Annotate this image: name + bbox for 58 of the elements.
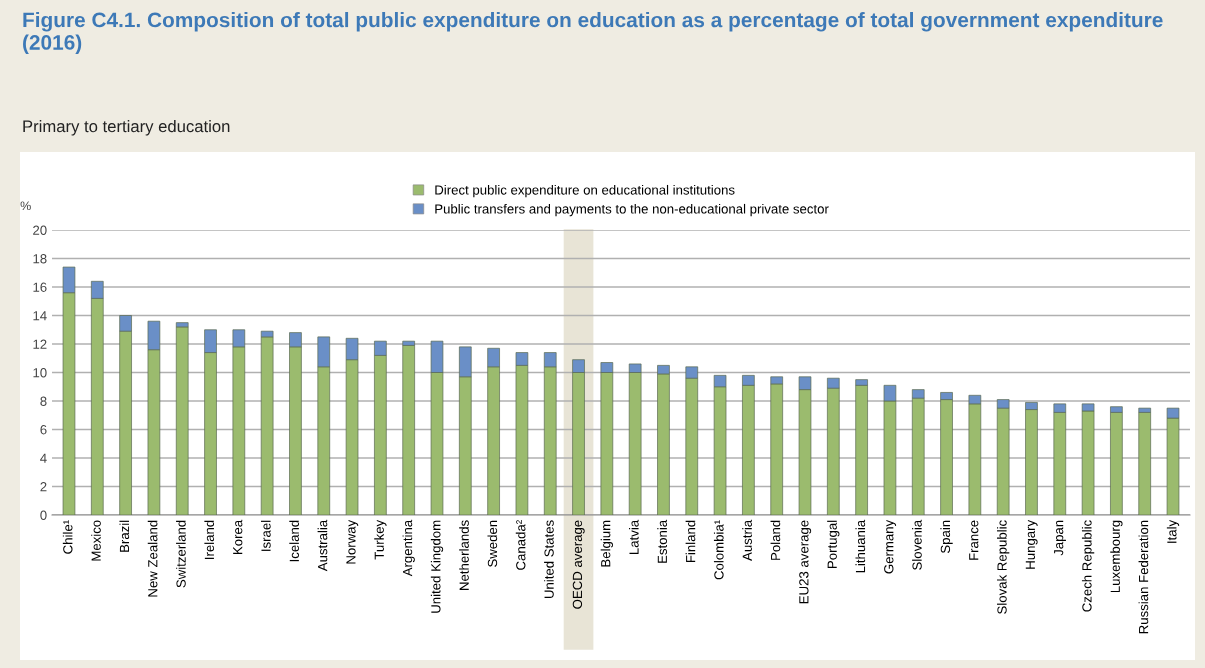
x-tick-label: Luxembourg	[1110, 520, 1123, 593]
x-tick-label: Turkey	[374, 519, 387, 560]
x-tick-label: France	[969, 520, 979, 560]
x-tick-label: Brazil	[119, 520, 130, 552]
x-tick-label: EU23 average	[799, 520, 812, 604]
x-tick-label: Switzerland	[176, 520, 186, 588]
x-tick-label: Spain	[940, 520, 953, 554]
x-tick-label: New Zealand	[147, 520, 158, 597]
y-tick-label: 10	[33, 368, 47, 378]
x-tick-label: Latvia	[629, 519, 639, 554]
x-tick-label: Hungary	[1025, 519, 1038, 569]
y-axis-title: %	[20, 201, 31, 211]
x-tick-label: Slovenia	[912, 519, 922, 570]
y-tick-label: 16	[33, 282, 47, 292]
x-tick-label: Japan	[1054, 520, 1066, 556]
y-tick-label: 8	[40, 396, 47, 406]
x-tick-label: Iceland	[289, 520, 299, 562]
x-tick-label: Australia	[317, 519, 328, 572]
x-tick-label: Netherlands	[459, 520, 469, 590]
y-tick-label: 2	[40, 482, 47, 492]
bar	[402, 345, 415, 515]
x-tick-label: United Kingdom	[430, 520, 444, 613]
legend-label: Public transfers and payments to the non-educational private sector	[435, 203, 829, 217]
y-tick-label: 12	[33, 339, 47, 349]
x-tick-label: Czech Republic	[1081, 520, 1095, 612]
x-tick-label: Canada²	[515, 520, 526, 570]
x-tick-label: Russian Federation	[1138, 520, 1149, 634]
x-tick-label: Sweden	[487, 520, 498, 567]
y-tick-label: 18	[33, 254, 47, 264]
x-tick-label: Italy	[1166, 519, 1180, 543]
x-tick-label: Korea	[233, 519, 243, 554]
x-tick-label: Ireland	[204, 520, 215, 559]
chart-title: Figure C4.1. Composition of total public expenditure on education as a percentage of total government expenditure (2016)	[23, 12, 1163, 54]
x-tick-label: Slovak Republic	[997, 520, 1010, 614]
x-tick-label: Portugal	[827, 520, 840, 568]
x-tick-label: Norway	[346, 519, 359, 564]
x-tick-label: Estonia	[657, 519, 667, 563]
x-tick-label: Colombia¹	[713, 520, 724, 580]
x-tick-label: Israel	[260, 520, 271, 551]
y-tick-label: 6	[40, 425, 47, 435]
x-tick-label: Mexico	[91, 520, 101, 561]
x-tick-label: Argentina	[402, 519, 415, 577]
x-tick-label: Germany	[884, 519, 897, 574]
x-tick-label: United States	[544, 520, 554, 599]
y-tick-label: 4	[40, 453, 47, 463]
x-tick-label: Lithuania	[855, 519, 866, 573]
x-tick-label: Chile¹	[62, 520, 73, 554]
y-tick-label: 0	[40, 510, 47, 520]
x-tick-label: OECD average	[572, 520, 585, 609]
x-tick-label: Belgium	[600, 520, 613, 567]
x-tick-label: Finland	[685, 520, 696, 563]
y-tick-label: 20	[33, 225, 47, 235]
legend-label: Direct public expenditure on educational institutions	[435, 184, 735, 198]
x-tick-label: Poland	[770, 520, 781, 560]
chart-subtitle: Primary to tertiary education	[23, 120, 230, 136]
y-tick-label: 14	[33, 311, 47, 321]
x-tick-label: Austria	[742, 519, 752, 561]
bar	[175, 326, 189, 515]
